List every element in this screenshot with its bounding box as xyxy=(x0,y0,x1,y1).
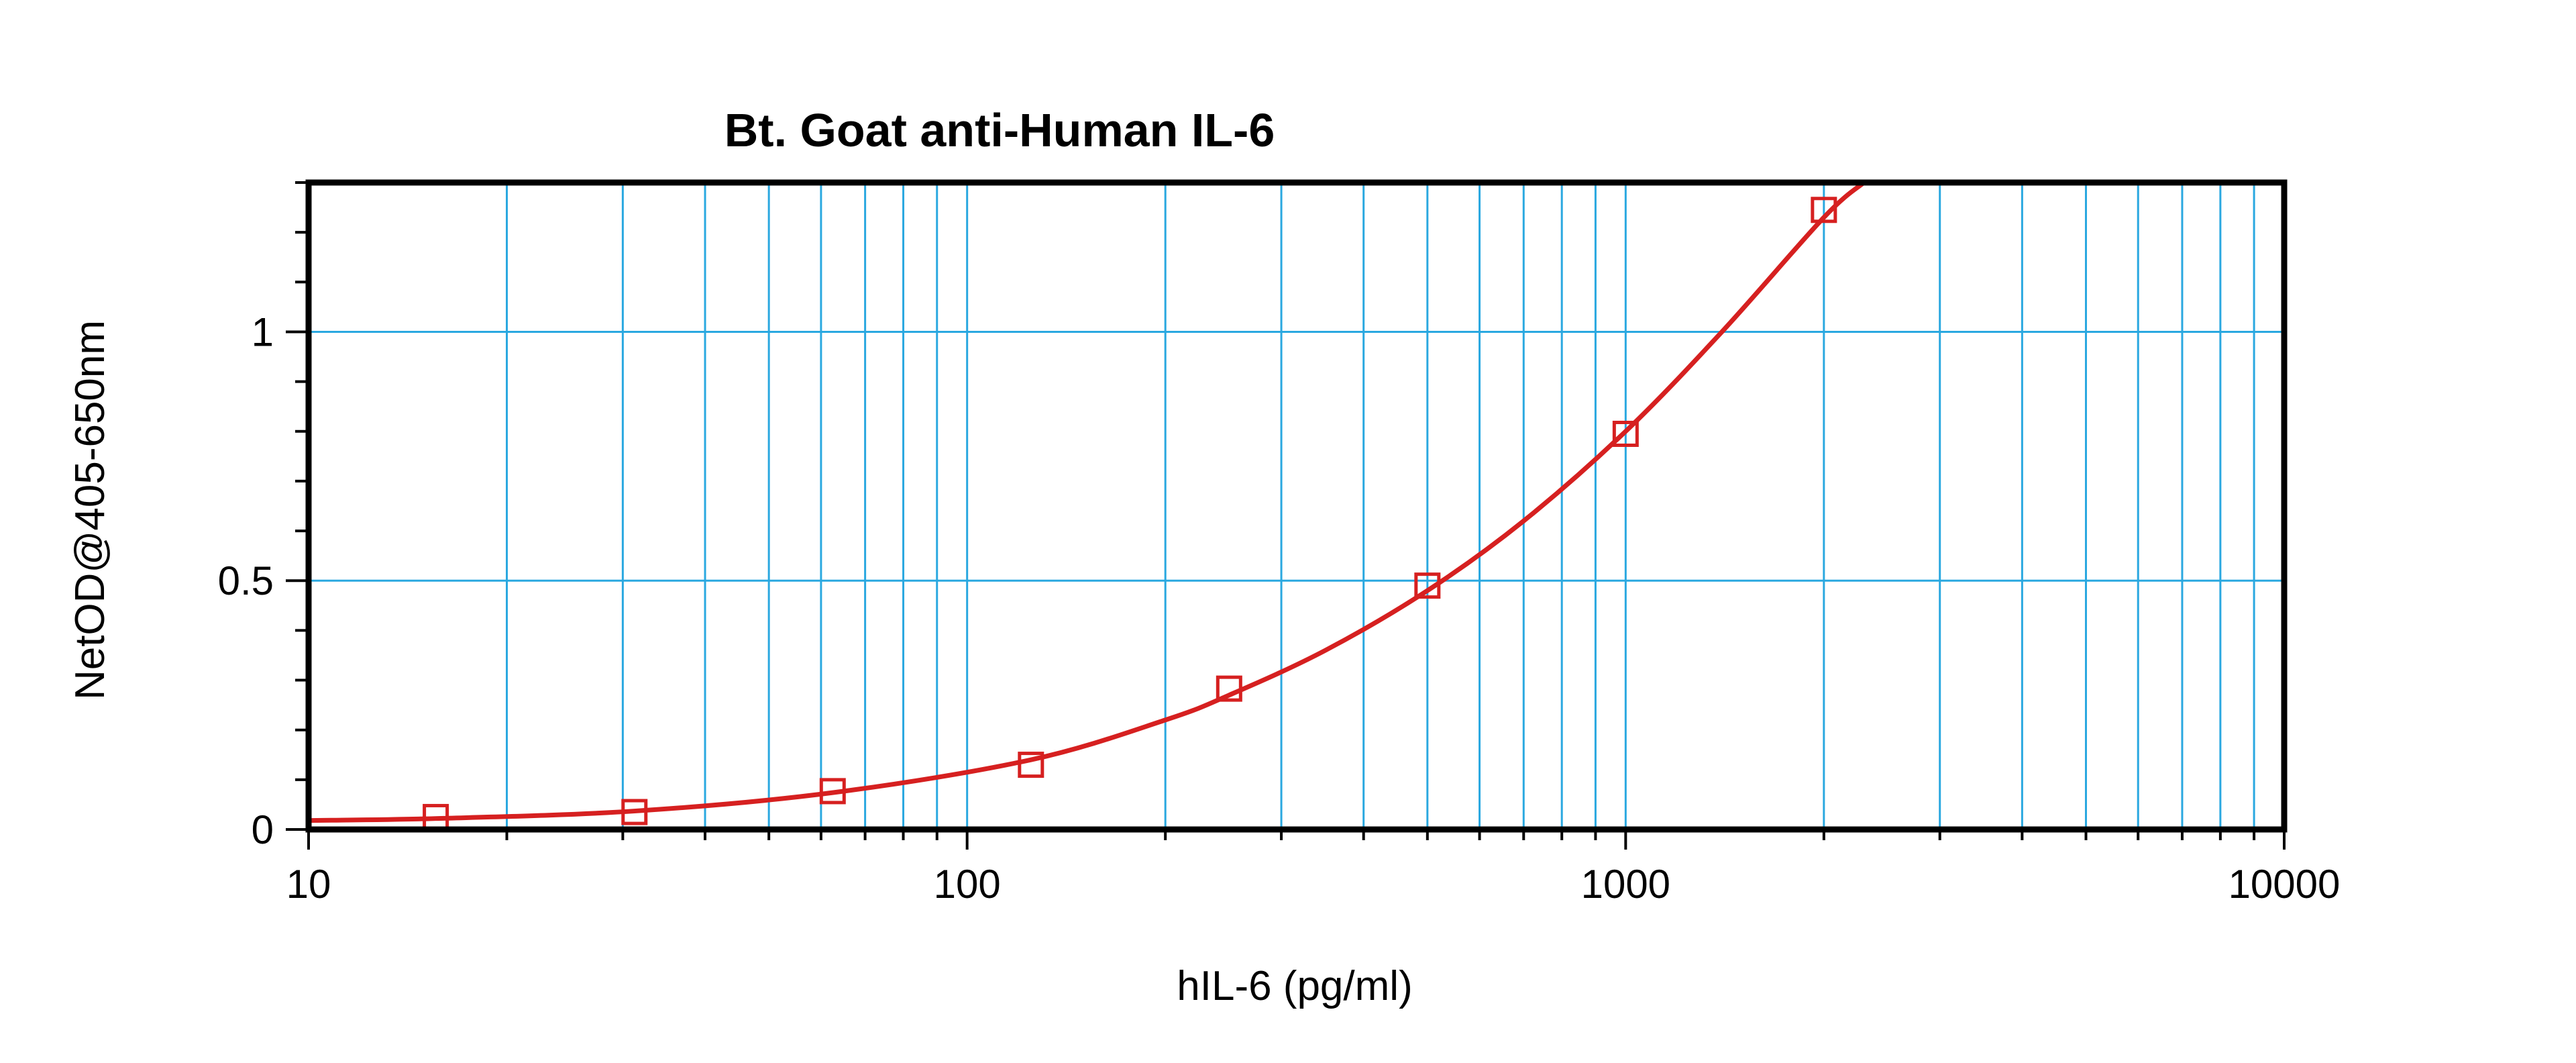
tick-labels: 10 100 1000 10000 0 0.5 1 xyxy=(218,309,2341,907)
x-tick-label: 1000 xyxy=(1581,862,1670,907)
x-tick-label: 10000 xyxy=(2229,862,2341,907)
data-point-marker xyxy=(1414,572,1441,599)
data-point-marker xyxy=(621,799,648,825)
data-point-marker xyxy=(819,778,846,805)
x-axis-label: hIL-6 (pg/ml) xyxy=(1177,963,1412,1009)
fit-curve-layer xyxy=(309,181,1866,823)
grid-lines xyxy=(309,183,2284,829)
y-tick-label: 0 xyxy=(252,807,274,852)
y-tick-label: 0.5 xyxy=(218,558,274,603)
data-point-marker xyxy=(1018,752,1044,778)
x-tick-label: 100 xyxy=(934,862,1001,907)
data-point-marker xyxy=(1216,675,1242,702)
y-axis-label: NetOD@405-650nm xyxy=(67,320,113,700)
y-tick-label: 1 xyxy=(252,309,274,354)
fit-curve-line xyxy=(309,181,1866,823)
axes xyxy=(286,179,2288,850)
data-point-marker xyxy=(1612,420,1639,447)
data-point-marker xyxy=(1811,197,1837,223)
plot-frame xyxy=(305,179,2288,833)
chart-title: Bt. Goat anti-Human IL-6 xyxy=(724,104,1275,156)
x-tick-label: 10 xyxy=(286,862,331,907)
